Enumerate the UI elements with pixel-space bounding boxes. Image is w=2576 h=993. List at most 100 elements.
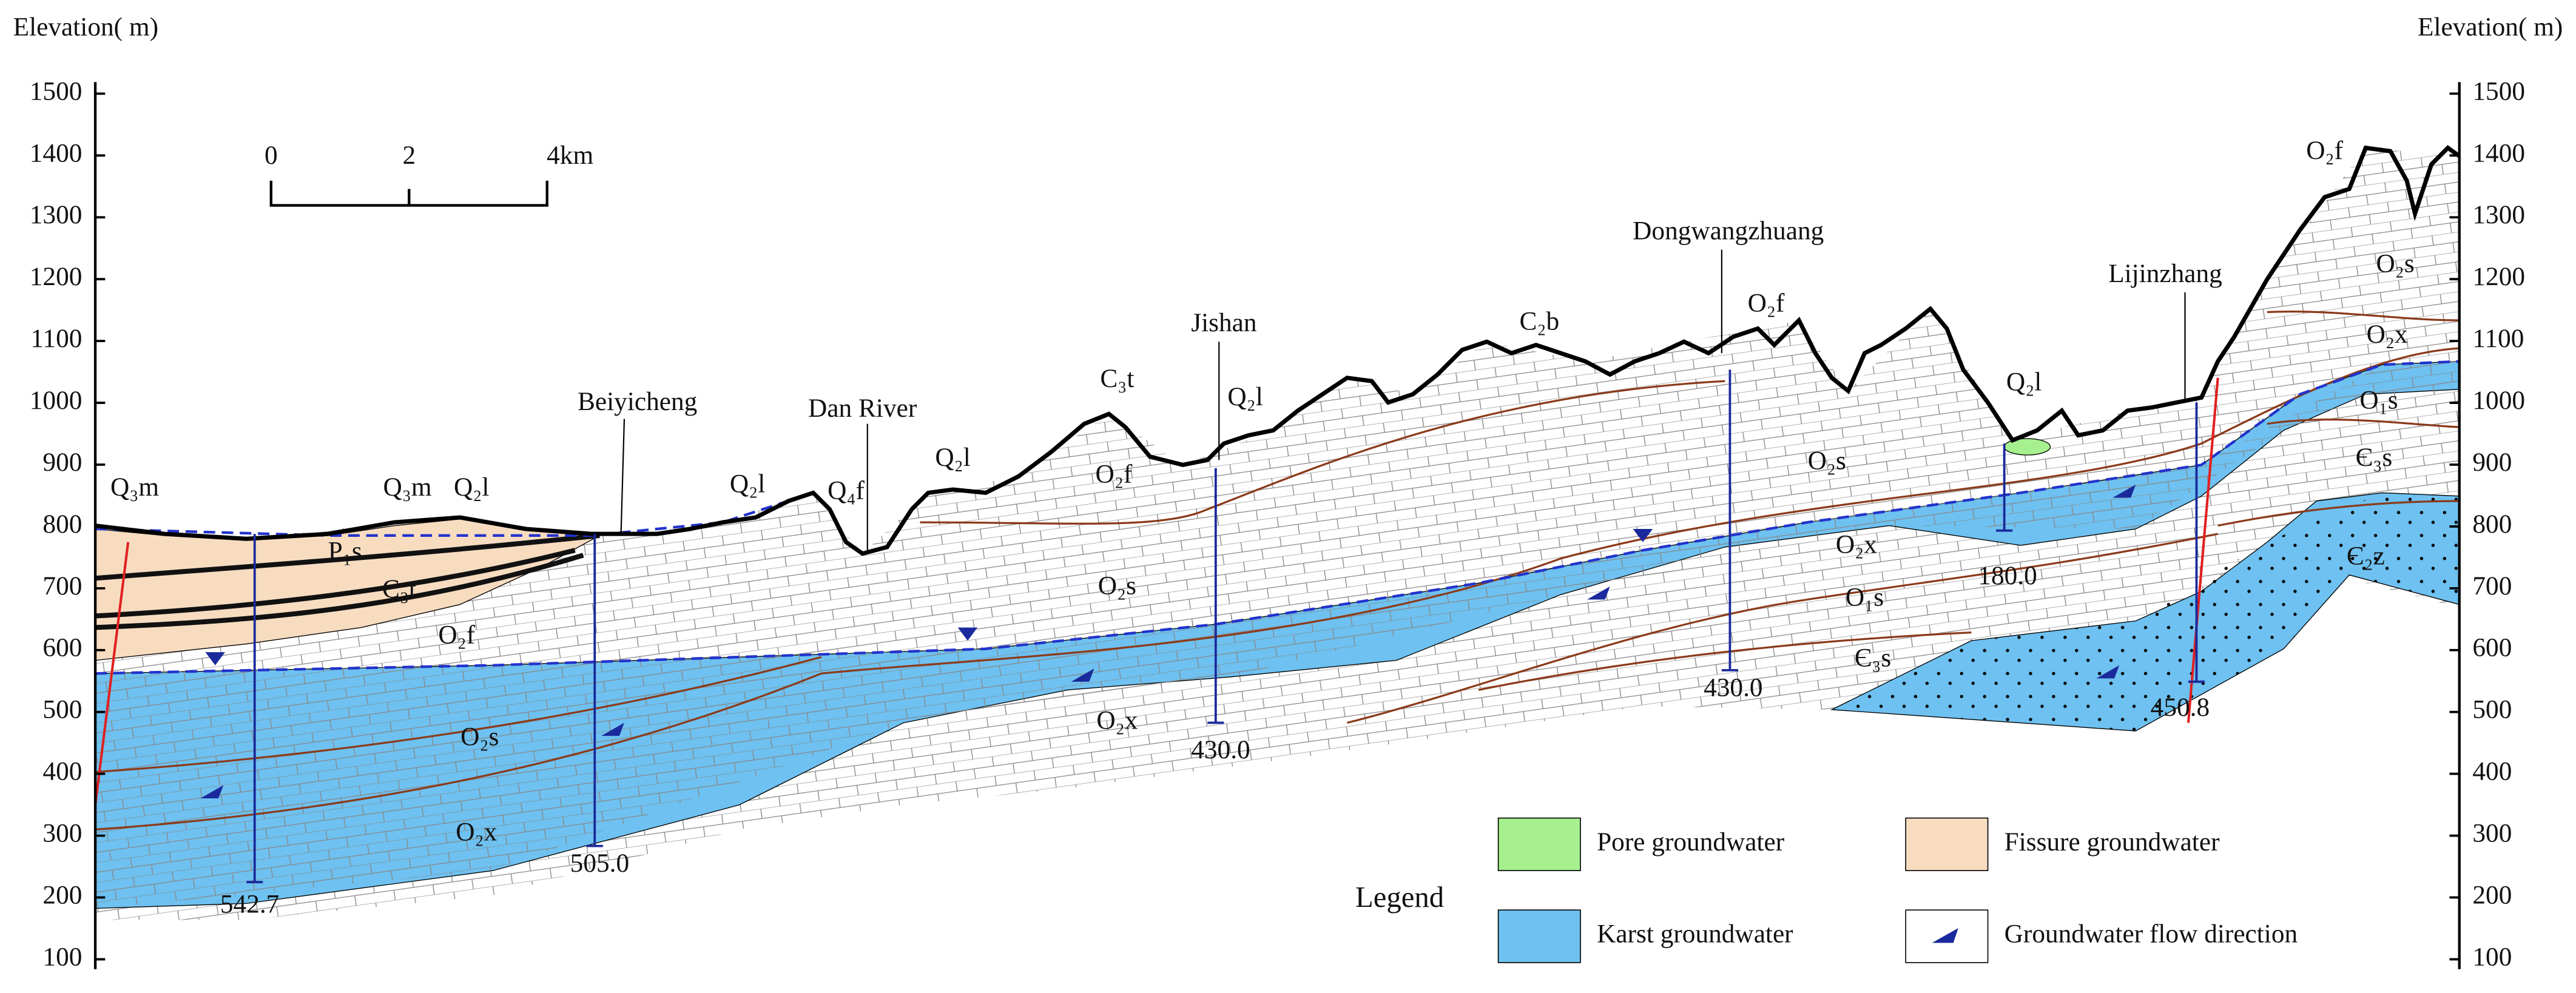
bed-line (2267, 419, 2460, 428)
formation-label: Є₂z (2347, 542, 2385, 571)
place-label: Beiyicheng (578, 387, 697, 416)
fault (2187, 377, 2219, 723)
tick-label: 200 (42, 880, 82, 909)
tick-label: 900 (2472, 448, 2512, 477)
legend-title: Legend (1355, 881, 1444, 914)
formation-label: O₂x (2367, 320, 2408, 349)
formation-label: O₁s (2359, 385, 2398, 414)
formation-label: O₂s (2376, 249, 2415, 278)
formation-label: O₂x (1836, 530, 1877, 559)
tick-label: 1000 (30, 386, 83, 415)
formation-label: O₂s (460, 722, 499, 752)
formation-label: O₂f (1748, 289, 1785, 318)
flow-arrow (601, 722, 625, 736)
water-level-marker (205, 652, 225, 665)
place-label: Lijinzhang (2108, 259, 2222, 288)
tick-label: 1500 (30, 76, 83, 106)
tick-label: 700 (2472, 571, 2512, 601)
tick-label: 600 (42, 633, 82, 662)
formation-label: Q₂l (2006, 368, 2042, 397)
formation-label: Q₃m (110, 473, 159, 502)
tick-label: 800 (42, 510, 82, 539)
tick-label: 500 (42, 695, 82, 724)
bed-line (95, 656, 822, 773)
scale-label: 4km (547, 141, 593, 170)
tick-label: 100 (42, 942, 82, 971)
borehole-depth: 542.7 (220, 890, 279, 919)
formation-label: O₁s (1846, 582, 1884, 611)
flow-arrow (1071, 668, 1094, 682)
bed-line (920, 380, 1725, 525)
formation-label: C₃t (382, 574, 416, 604)
dotted-pattern (1832, 493, 2460, 732)
formation-label: O₂x (1096, 705, 1138, 735)
fault (95, 542, 130, 806)
tick-label: 500 (2472, 695, 2512, 724)
karst-pattern (95, 361, 2460, 909)
tick-label: 200 (2472, 880, 2512, 909)
tick-label: 1000 (2472, 386, 2525, 415)
legend: Legend Pore groundwater Fissure groundwa… (1355, 817, 2298, 963)
tick-label: 1100 (30, 324, 82, 353)
bed-line (95, 347, 2460, 831)
scale-label: 0 (265, 141, 278, 170)
formation-label: Q₄f (828, 476, 865, 505)
borehole-depth: 180.0 (1978, 561, 2037, 590)
formation-label: C₂b (1519, 306, 1559, 335)
coal-seam (95, 548, 576, 619)
place-label: Dongwangzhuang (1633, 216, 1824, 245)
tick-label: 400 (2472, 757, 2512, 786)
tick-label: 1300 (2472, 200, 2525, 229)
tick-label: 1300 (30, 200, 83, 229)
tick-label: 1500 (2472, 76, 2525, 106)
formation-label: C₃t (1100, 364, 1134, 393)
legend-swatch (1905, 817, 1989, 872)
formation-label: Q₃m (383, 473, 432, 502)
legend-label: Karst groundwater (1597, 919, 1793, 948)
legend-label: Pore groundwater (1597, 827, 1785, 857)
formation-label: Q₂l (454, 473, 489, 502)
scale-bar (269, 180, 548, 207)
water-level-marker (1633, 528, 1653, 542)
topography (95, 145, 2460, 556)
formation-label: Q₂l (935, 443, 970, 472)
tick-label: 1200 (30, 262, 83, 291)
formation-label: P₁s (328, 537, 362, 566)
tick-label: 800 (2472, 510, 2512, 539)
axis-label: Elevation( m) (2418, 13, 2563, 42)
axis-label: Elevation( m) (13, 13, 158, 42)
legend-label: Fissure groundwater (2004, 827, 2220, 857)
formation-label: Q₂l (1227, 382, 1263, 411)
flow-arrow (200, 785, 224, 799)
water-level-marker (957, 627, 978, 641)
tick-label: 300 (2472, 819, 2512, 848)
place-label: Dan River (808, 394, 917, 423)
borehole-depth: 430.0 (1191, 735, 1250, 764)
scale-label: 2 (402, 141, 416, 170)
borehole-depth: 505.0 (570, 849, 629, 878)
coal-seam (95, 533, 600, 581)
leader-line (620, 419, 625, 534)
formation-label: O₂f (2306, 136, 2343, 165)
legend-swatch (1497, 817, 1581, 872)
tick-label: 100 (2472, 942, 2512, 971)
legend-swatch (1497, 909, 1581, 963)
bed-line (2217, 500, 2460, 527)
tick-label: 300 (42, 819, 82, 848)
formation-label: O₂s (1808, 446, 1846, 476)
tick-label: 900 (42, 448, 82, 477)
tick-label: 400 (42, 757, 82, 786)
formation-label: Є₃s (2356, 443, 2393, 472)
formation-label: Є₃s (1855, 644, 1892, 673)
tick-label: 1400 (30, 138, 83, 167)
section-body (95, 145, 2460, 920)
tick-label: 1400 (2472, 138, 2525, 167)
borehole-depth: 450.8 (2151, 693, 2210, 722)
bed-line (1347, 533, 2218, 724)
bed-line (1478, 631, 1972, 691)
legend-label: Groundwater flow direction (2004, 919, 2298, 948)
coal-seam (95, 553, 584, 630)
formation-label: O₂f (1096, 459, 1133, 488)
